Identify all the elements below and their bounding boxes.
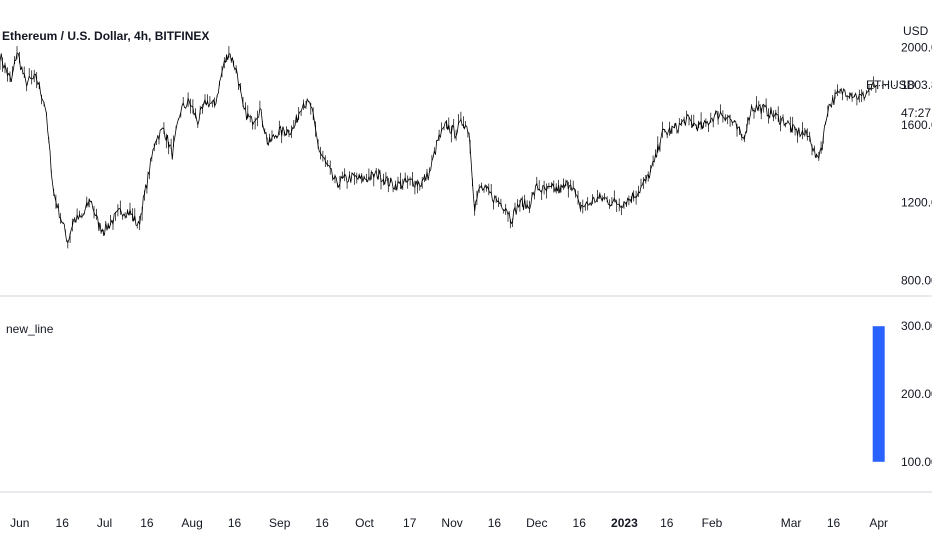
price-axis[interactable]: 2000.00 1600.00 1200.00 800.00 <box>901 41 932 288</box>
time-tick-label: 16 <box>827 516 841 530</box>
price-tick-label: 1200.00 <box>901 196 932 210</box>
last-price-label: 1803.80 <box>901 78 932 92</box>
time-tick-label: Nov <box>441 516 462 530</box>
time-tick-label: Jun <box>10 516 29 530</box>
time-tick-label: Mar <box>781 516 802 530</box>
time-tick-label: Apr <box>869 516 888 530</box>
time-axis[interactable]: Jun 16 Jul 16 Aug 16 Sep 16 Oct 17 Nov 16 Dec 16 2023 1… <box>10 516 888 530</box>
time-tick-label: 16 <box>56 516 70 530</box>
time-tick-label: Feb <box>702 516 723 530</box>
indicator-tick-label: 300.00 <box>901 319 932 333</box>
time-tick-label: 16 <box>488 516 502 530</box>
indicator-pane <box>872 326 885 462</box>
time-tick-label: Sep <box>269 516 291 530</box>
time-tick-label: 16 <box>228 516 242 530</box>
indicator-axis[interactable]: 300.00 200.00 100.00 <box>901 319 932 469</box>
time-tick-label: Oct <box>355 516 374 530</box>
time-tick-label: 16 <box>140 516 154 530</box>
time-tick-label: 16 <box>573 516 587 530</box>
indicator-tick-label: 100.00 <box>901 455 932 469</box>
time-tick-label: Jul <box>97 516 112 530</box>
time-tick-label: 16 <box>315 516 329 530</box>
ticker-label: ETHUSD <box>866 78 916 92</box>
price-tick-label: 1600.00 <box>901 118 932 132</box>
time-tick-label: Dec <box>526 516 547 530</box>
price-tick-label: 2000.00 <box>901 41 932 55</box>
currency-label: USD <box>903 24 929 38</box>
time-tick-label: Aug <box>181 516 202 530</box>
symbol-title[interactable]: Ethereum / U.S. Dollar, 4h, BITFINEX <box>2 29 209 43</box>
indicator-bar <box>872 326 885 462</box>
bar-countdown: 47:27 <box>901 106 931 120</box>
time-tick-label: 17 <box>403 516 417 530</box>
time-tick-label: 2023 <box>611 516 638 530</box>
price-tick-label: 800.00 <box>901 273 932 287</box>
indicator-title[interactable]: new_line <box>6 322 54 336</box>
time-tick-label: 16 <box>660 516 674 530</box>
price-series-layer <box>0 46 896 249</box>
indicator-tick-label: 200.00 <box>901 387 932 401</box>
